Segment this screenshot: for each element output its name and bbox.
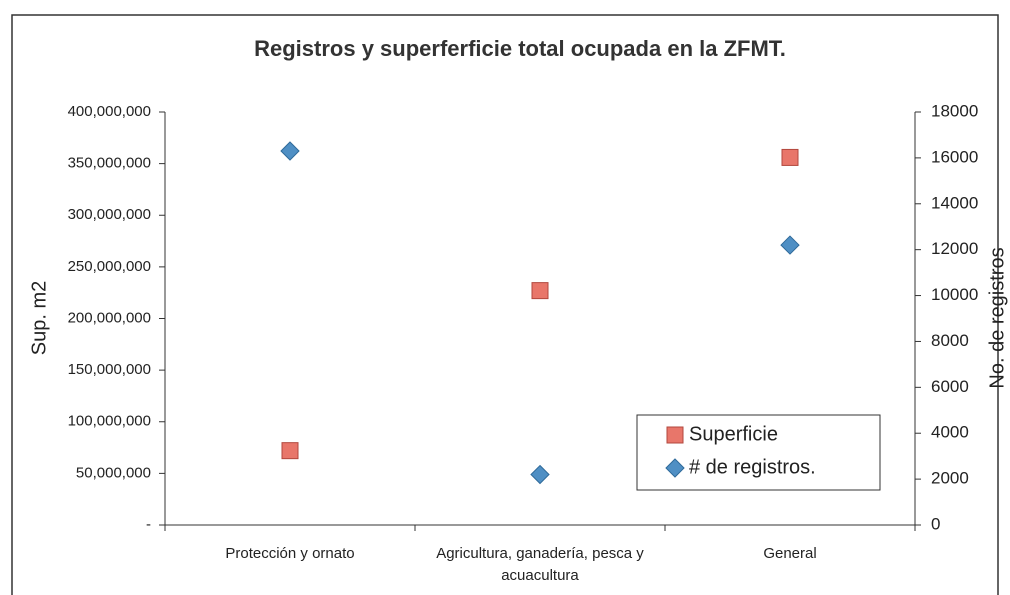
point — [531, 282, 549, 300]
point — [281, 442, 299, 460]
y-tick-label: 300,000,000 — [68, 206, 151, 223]
y2-tick-label: 4000 — [931, 423, 969, 442]
y2-axis-title: No. de registros — [986, 247, 1008, 388]
y-tick-label: 250,000,000 — [68, 258, 151, 275]
y-tick-label: - — [146, 516, 151, 533]
y-tick-label: 100,000,000 — [68, 413, 151, 430]
y2-tick-label: 12000 — [931, 239, 978, 258]
point — [780, 235, 800, 255]
x-tick-label: Agricultura, ganadería, pesca y acuacult… — [436, 545, 644, 584]
y2-tick-label: 2000 — [931, 469, 969, 488]
y-tick-label: 150,000,000 — [68, 361, 151, 378]
y2-tick-label: 0 — [931, 514, 940, 533]
chart-frame — [11, 14, 999, 595]
x-tick-label: Protección y ornato — [225, 545, 355, 562]
y-tick-label: 350,000,000 — [68, 155, 151, 172]
y-tick-label: 400,000,000 — [68, 103, 151, 120]
y-axis-title: Sup. m2 — [28, 281, 50, 355]
y2-tick-label: 10000 — [931, 285, 978, 304]
point — [781, 148, 799, 166]
chart-title: Registros y superferficie total ocupada … — [254, 36, 786, 61]
legend-label: Superficie — [689, 423, 778, 445]
x-tick-label: General — [763, 545, 817, 562]
y2-tick-label: 18000 — [931, 101, 978, 120]
legend-label: # de registros. — [689, 456, 816, 478]
y-tick-label: 200,000,000 — [68, 309, 151, 326]
point — [530, 464, 550, 485]
y2-tick-label: 16000 — [931, 147, 978, 166]
legend-marker — [665, 458, 685, 478]
point — [280, 141, 300, 161]
y2-tick-label: 14000 — [931, 193, 978, 212]
y-tick-label: 50,000,000 — [76, 464, 151, 481]
y2-tick-label: 8000 — [931, 331, 969, 350]
y2-tick-label: 6000 — [931, 377, 969, 396]
legend-marker — [666, 426, 684, 444]
